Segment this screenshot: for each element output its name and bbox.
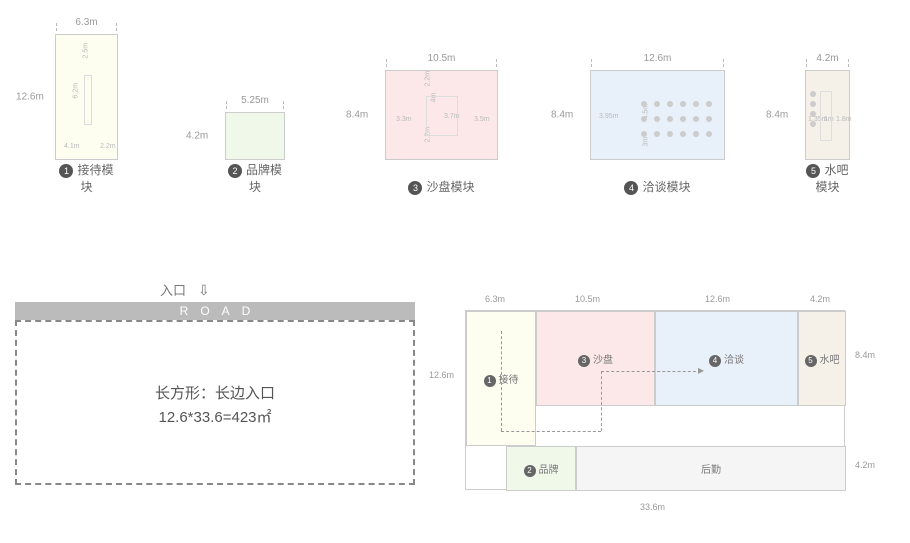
entry-label: 入口⇩ bbox=[160, 280, 210, 299]
dim-r2: 4.2m bbox=[855, 460, 875, 470]
cell-sandtable: 3沙盘 bbox=[536, 311, 655, 406]
modules-row: 6.3m 12.6m 4.1m2.2m6.2m2.5m 1接待模块 5.25m … bbox=[0, 30, 910, 230]
path-vertical-2 bbox=[601, 371, 602, 431]
layout-grid: 1接待 2品牌 3沙盘 4洽谈 5水吧 后勤 ▸ bbox=[465, 310, 845, 490]
path-horizontal-2 bbox=[601, 371, 701, 372]
cell-logistics: 后勤 bbox=[576, 446, 846, 491]
module-4: 12.6m 8.4m 3.95m4.5m3m 4洽谈模块 bbox=[590, 70, 725, 160]
dim-left: 12.6m bbox=[429, 370, 454, 380]
module-2: 5.25m 4.2m 2品牌模块 bbox=[225, 112, 285, 160]
dim-bottom: 33.6m bbox=[640, 502, 665, 512]
module-5: 4.2m 8.4m 1.35m1m1.8m 5水吧模块 bbox=[805, 70, 850, 160]
cell-negotiate: 4洽谈 bbox=[655, 311, 798, 406]
dim-top: 10.5m bbox=[575, 294, 600, 304]
module-3: 10.5m 8.4m 3.3m4m3.7m3.5m2.2m2.2m 3沙盘模块 bbox=[385, 70, 498, 160]
cell-brand: 2品牌 bbox=[506, 446, 576, 491]
layout-plan: 6.3m10.5m12.6m4.2m 1接待 2品牌 3沙盘 4洽谈 5水吧 后… bbox=[465, 310, 885, 490]
cell-bar: 5水吧 bbox=[798, 311, 846, 406]
arrow-down-icon: ⇩ bbox=[198, 282, 210, 299]
path-vertical bbox=[501, 331, 502, 431]
arrow-right-icon: ▸ bbox=[698, 363, 704, 377]
rectangle-outline: 长方形：长边入口 12.6*33.6=423㎡ bbox=[15, 320, 415, 485]
dim-top: 12.6m bbox=[705, 294, 730, 304]
rectangle-text: 长方形：长边入口 12.6*33.6=423㎡ bbox=[17, 382, 413, 430]
road-bar: ROAD bbox=[15, 302, 415, 320]
path-horizontal-1 bbox=[501, 431, 601, 432]
dim-top: 6.3m bbox=[485, 294, 505, 304]
module-1: 6.3m 12.6m 4.1m2.2m6.2m2.5m 1接待模块 bbox=[55, 34, 118, 160]
dim-r1: 8.4m bbox=[855, 350, 875, 360]
dim-top: 4.2m bbox=[810, 294, 830, 304]
